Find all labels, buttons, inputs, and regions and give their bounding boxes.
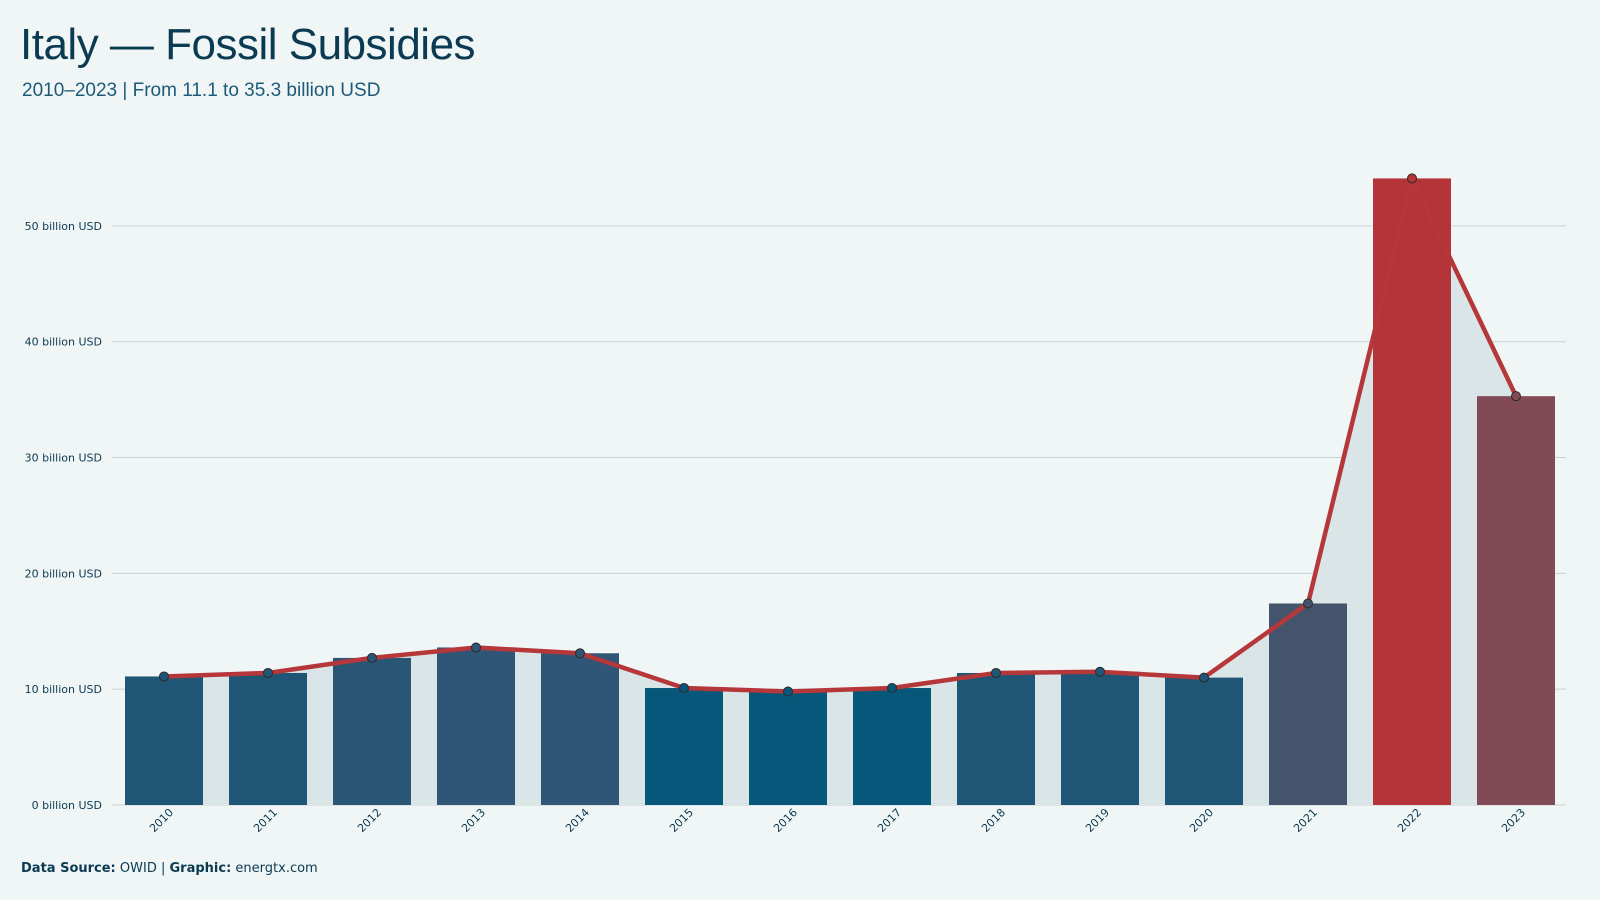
series-line [161, 176, 1519, 694]
x-tick-label: 2015 [667, 806, 696, 835]
bar-2018 [957, 672, 1035, 805]
graphic-label: Graphic: [169, 861, 232, 876]
graphic-value: energtx.com [235, 861, 318, 876]
bars [125, 178, 1555, 805]
bar-2014 [541, 653, 619, 805]
bar-2016 [749, 691, 827, 805]
y-tick-label: 20 billion USD [25, 567, 102, 580]
x-tick-label: 2020 [1187, 806, 1216, 835]
y-tick-label: 0 billion USD [32, 799, 102, 812]
source-value: OWID [119, 861, 157, 876]
point-2015 [679, 683, 689, 694]
source-label: Data Source: [21, 861, 116, 876]
point-2014 [575, 648, 585, 659]
bar-2015 [645, 688, 723, 805]
chart-footer: Data Source: OWID | Graphic: energtx.com [21, 861, 318, 876]
point-2011 [263, 667, 273, 678]
y-tick-label: 40 billion USD [25, 336, 102, 349]
bar-2021 [1269, 603, 1347, 805]
x-tick-label: 2010 [147, 806, 176, 835]
bar-2020 [1165, 677, 1243, 805]
x-tick-label: 2012 [355, 806, 384, 835]
point-2016 [783, 686, 793, 697]
point-2022 [1407, 173, 1417, 184]
chart-subtitle: 2010–2023 | From 11.1 to 35.3 billion US… [22, 80, 381, 101]
x-tick-label: 2023 [1499, 806, 1528, 835]
x-tick-label: 2017 [875, 806, 904, 835]
y-tick-label: 50 billion USD [25, 220, 102, 233]
chart-title: Italy — Fossil Subsidies [20, 20, 476, 69]
point-2018 [991, 667, 1001, 678]
x-tick-label: 2016 [771, 806, 800, 835]
bar-2012 [333, 657, 411, 805]
point-2017 [887, 683, 897, 694]
bar-2013 [437, 647, 515, 805]
bar-2010 [125, 676, 203, 805]
bar-2017 [853, 688, 931, 805]
point-2019 [1095, 666, 1105, 677]
y-tick-label: 10 billion USD [25, 683, 102, 696]
x-tick-label: 2018 [979, 806, 1008, 835]
bar-2022 [1373, 178, 1451, 805]
point-2013 [471, 642, 481, 653]
line-layer [159, 173, 1521, 697]
bar-2019 [1061, 671, 1139, 805]
point-2020 [1199, 672, 1209, 683]
footer-separator: | [156, 861, 170, 876]
x-tick-label: 2014 [563, 806, 592, 835]
x-tick-label: 2011 [251, 806, 280, 835]
y-tick-label: 30 billion USD [25, 452, 102, 465]
x-tick-label: 2022 [1395, 806, 1424, 835]
x-tick-label: 2019 [1083, 806, 1112, 835]
point-2023 [1511, 391, 1521, 402]
bar-2011 [229, 672, 307, 805]
bar-2023 [1477, 396, 1555, 805]
x-tick-label: 2013 [459, 806, 488, 835]
point-2010 [159, 671, 169, 682]
x-tick-label: 2021 [1291, 806, 1320, 835]
point-2012 [367, 652, 377, 663]
point-2021 [1303, 598, 1313, 609]
